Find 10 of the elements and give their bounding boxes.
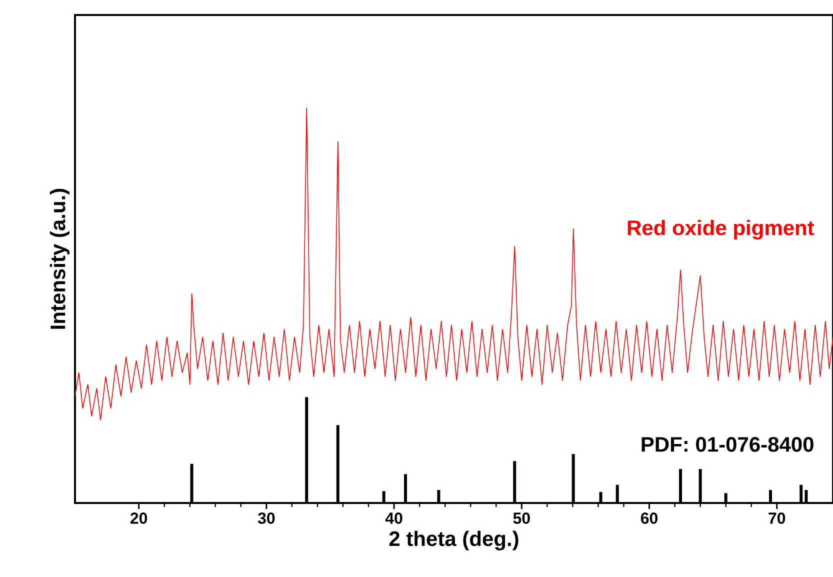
x-tick-label: 20 [130, 512, 148, 524]
text: Red oxide pigment [628, 220, 814, 240]
x-axis-title: 2 theta (deg.) [389, 530, 518, 550]
series-label: PDF: 01-076-8400 [642, 437, 814, 452]
x-tick-label: 70 [768, 512, 786, 524]
x-tick-label: 60 [640, 512, 658, 524]
x-tick-label: 30 [258, 512, 275, 524]
x-tick-label: 50 [513, 512, 530, 524]
y-axis-title: Intensity (a.u.) [50, 188, 70, 329]
x-tick-label: 40 [385, 512, 402, 524]
